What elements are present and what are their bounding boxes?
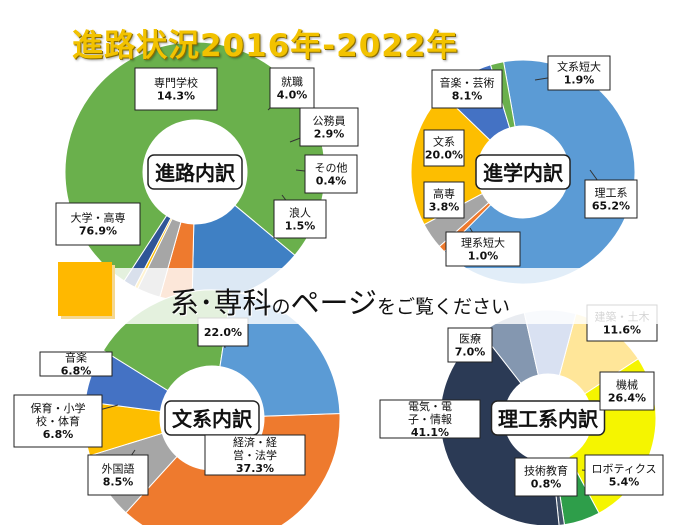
callout-box <box>447 327 493 363</box>
callout-value: 41.1% <box>411 426 449 439</box>
callout-label: 文系短大 <box>557 60 601 74</box>
donut-title: 進路内訳 <box>155 161 236 185</box>
callout-label: 専門学校 <box>154 76 198 90</box>
banner-text-part1: 系･専科 <box>170 286 272 320</box>
callout-value: 65.2% <box>592 200 630 213</box>
callout-box <box>599 371 655 411</box>
callout-value: 1.9% <box>564 74 595 87</box>
callout-value: 2.9% <box>314 128 345 141</box>
callout-label: 公務員 <box>313 114 346 128</box>
callout-box <box>584 179 638 219</box>
banner-text-part2: の <box>271 296 291 318</box>
callout-box <box>39 351 113 377</box>
callout-value: 14.3% <box>157 90 195 103</box>
callout-box <box>423 181 465 219</box>
callout-label: 音楽・芸術 <box>440 76 495 90</box>
callout-label: 就職 <box>281 75 303 89</box>
callout-label: 保育・小学 <box>31 401 86 415</box>
donut-title: 理工系内訳 <box>498 407 599 431</box>
callout-box <box>423 129 465 167</box>
callout-label: 理系短大 <box>461 236 505 250</box>
donut-title: 文系内訳 <box>172 407 253 431</box>
callout-box <box>134 67 218 111</box>
donut-chart-3: 文系内訳経済・経営・法学37.3%外国語8.5%保育・小学校・体育6.8%音楽6… <box>13 289 341 525</box>
donut-title: 進学内訳 <box>483 161 564 185</box>
callout-box <box>273 199 327 239</box>
callout-value: 8.1% <box>452 90 483 103</box>
callout-label: 浪人 <box>289 206 311 220</box>
callout-label: 校・体育 <box>36 414 80 428</box>
callout-value: 7.0% <box>455 346 486 359</box>
callout-value: 22.0% <box>204 326 242 339</box>
callout-value: 11.6% <box>603 324 641 337</box>
callout-label: 音楽 <box>65 351 87 365</box>
callout-value: 5.4% <box>609 476 640 489</box>
donut-title-box <box>475 154 571 190</box>
callout-label: 医療 <box>459 332 481 346</box>
callout-box <box>204 434 306 476</box>
callout-value: 0.8% <box>531 478 562 491</box>
donut-title-box <box>490 400 606 436</box>
callout-value: 3.8% <box>429 201 460 214</box>
callout-box <box>547 55 611 91</box>
callout-value: 26.4% <box>608 392 646 405</box>
callout-value: 1.0% <box>468 250 499 263</box>
callout-label: 経済・経 <box>233 435 277 449</box>
donut-chart-4: 理工系内訳建築・土木11.6%機械26.4%ロボティクス5.4%技術教育0.8%… <box>379 304 664 525</box>
donut-title-box <box>147 154 243 190</box>
callout-label: 機械 <box>616 378 638 392</box>
callout-value: 0.4% <box>316 175 347 188</box>
page-title: 進路状況2016年-2022年 <box>72 28 459 64</box>
callout-value: 4.0% <box>277 89 308 102</box>
callout-box <box>445 231 521 267</box>
callout-label: 理工系 <box>595 187 628 200</box>
callout-box <box>269 67 315 109</box>
callout-label: 電気・電 <box>408 399 452 413</box>
callout-value: 20.0% <box>425 149 463 162</box>
callout-box <box>304 154 358 194</box>
callout-value: 1.5% <box>285 220 316 233</box>
callout-label: 文系 <box>433 135 455 149</box>
callout-label: ロボティクス <box>591 463 656 476</box>
callout-label: 営・法学 <box>233 448 277 462</box>
callout-box <box>431 69 503 109</box>
callout-label: 外国語 <box>102 462 135 476</box>
notice-banner[interactable] <box>0 268 700 324</box>
callout-value: 6.8% <box>43 428 74 441</box>
callout-value: 37.3% <box>236 462 274 475</box>
callout-label: その他 <box>315 162 348 175</box>
callout-value: 76.9% <box>79 225 117 238</box>
callout-box <box>55 202 141 246</box>
callout-box <box>514 457 578 497</box>
callout-value: 6.8% <box>61 365 92 378</box>
banner-text-part3: ページ <box>290 286 377 320</box>
callout-value: 8.5% <box>103 476 134 489</box>
callout-box <box>299 107 359 147</box>
callout-label: 子・情報 <box>408 413 452 426</box>
callout-box <box>87 454 149 496</box>
callout-box <box>584 454 664 496</box>
banner-text-part4: をご覧ください <box>376 296 510 318</box>
callout-box <box>379 399 481 439</box>
callout-label: 技術教育 <box>524 464 568 478</box>
callout-box <box>13 394 103 448</box>
callout-label: 高専 <box>433 187 455 201</box>
callout-label: 大学・高専 <box>71 211 126 225</box>
banner-accent-square <box>58 262 112 316</box>
banner-text[interactable]: 系･専科のページをご覧ください <box>170 280 510 322</box>
